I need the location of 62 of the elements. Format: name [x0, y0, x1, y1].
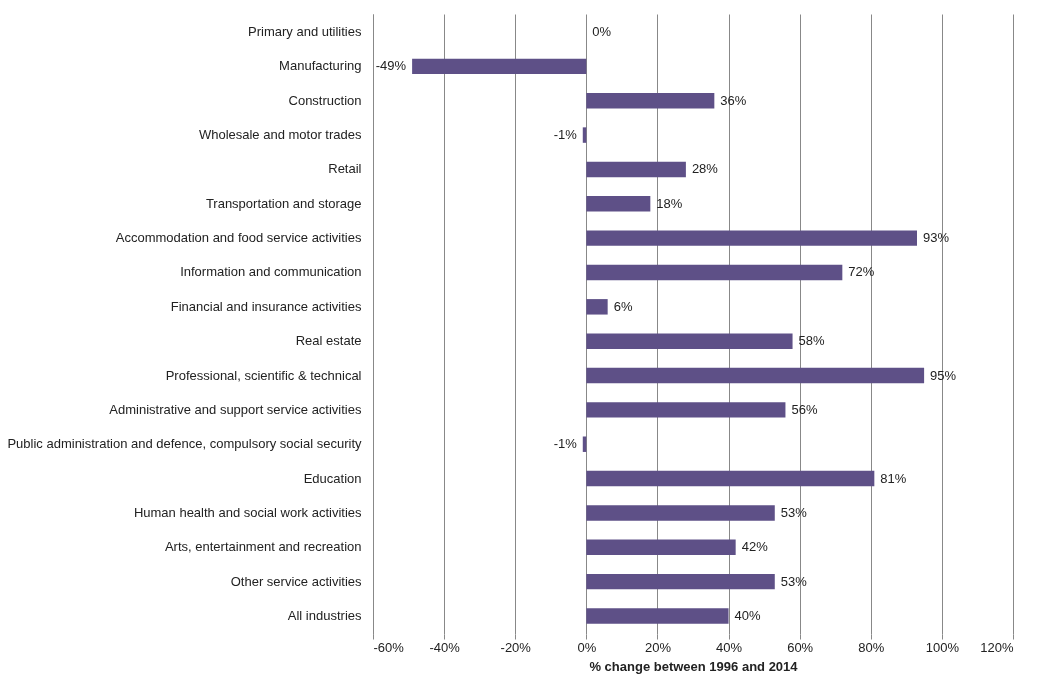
data-label: 95% — [930, 367, 957, 383]
x-tick-label: 100% — [925, 639, 960, 655]
y-tick-label: Accommodation and food service activities — [115, 230, 362, 246]
data-label: 56% — [791, 401, 818, 417]
bar — [586, 367, 925, 384]
x-tick-label: 0% — [577, 639, 597, 655]
data-label: 28% — [691, 161, 719, 177]
bar — [586, 333, 793, 349]
bar — [586, 196, 651, 212]
bar — [586, 230, 917, 246]
bar — [586, 402, 786, 418]
y-tick-label: Professional, scientific & technical — [165, 367, 362, 383]
y-tick-label: Financial and insurance activities — [170, 298, 362, 314]
x-tick-label: 60% — [787, 639, 814, 655]
data-label: -1% — [553, 436, 578, 452]
y-tick-label: Wholesale and motor trades — [198, 127, 362, 143]
data-label: -49% — [375, 58, 407, 74]
y-tick-label: Education — [303, 470, 362, 486]
x-axis-title: % change between 1996 and 2014 — [589, 658, 799, 674]
data-label: 42% — [741, 539, 769, 555]
data-label: 0% — [592, 24, 612, 40]
y-tick-label: Other service activities — [230, 573, 362, 589]
bar — [586, 539, 736, 555]
data-label: 72% — [848, 264, 875, 280]
bar — [586, 505, 775, 521]
y-tick-label: Administrative and support service activities — [109, 401, 362, 417]
y-tick-label: Manufacturing — [279, 58, 362, 74]
y-tick-label: Public administration and defence, compulsory social security — [7, 436, 362, 452]
bar — [586, 299, 608, 315]
data-label: 93% — [923, 230, 950, 246]
x-tick-label: 120% — [980, 639, 1014, 655]
y-tick-label: Retail — [328, 161, 362, 177]
x-tick-label: -40% — [429, 639, 461, 655]
bar — [586, 93, 715, 109]
x-tick-label: 80% — [858, 639, 885, 655]
data-label: 53% — [780, 573, 808, 589]
bar — [586, 264, 843, 281]
data-label: 36% — [720, 92, 747, 108]
data-label: 18% — [656, 195, 683, 211]
bar — [586, 573, 775, 590]
data-label: 6% — [613, 298, 633, 314]
y-tick-label: Primary and utilities — [248, 24, 362, 40]
x-tick-label: -20% — [500, 639, 532, 655]
y-tick-label: Construction — [288, 92, 362, 108]
y-tick-label: Human health and social work activities — [133, 504, 362, 520]
data-label: 81% — [880, 470, 907, 486]
bar — [586, 161, 686, 178]
x-tick-label: 40% — [716, 639, 743, 655]
bar — [586, 608, 729, 624]
data-label: -1% — [553, 127, 578, 143]
data-label: 40% — [734, 607, 762, 623]
x-tick-label: 20% — [644, 639, 672, 655]
y-tick-label: Arts, entertainment and recreation — [164, 539, 362, 555]
y-tick-label: All industries — [287, 607, 362, 623]
bar — [586, 470, 875, 487]
data-label: 53% — [780, 504, 808, 520]
y-tick-label: Real estate — [295, 333, 362, 349]
y-tick-label: Information and communication — [180, 264, 362, 280]
y-tick-label: Transportation and storage — [205, 195, 362, 211]
x-tick-label: -60% — [373, 639, 405, 655]
bar — [412, 58, 587, 75]
data-label: 58% — [798, 333, 826, 349]
